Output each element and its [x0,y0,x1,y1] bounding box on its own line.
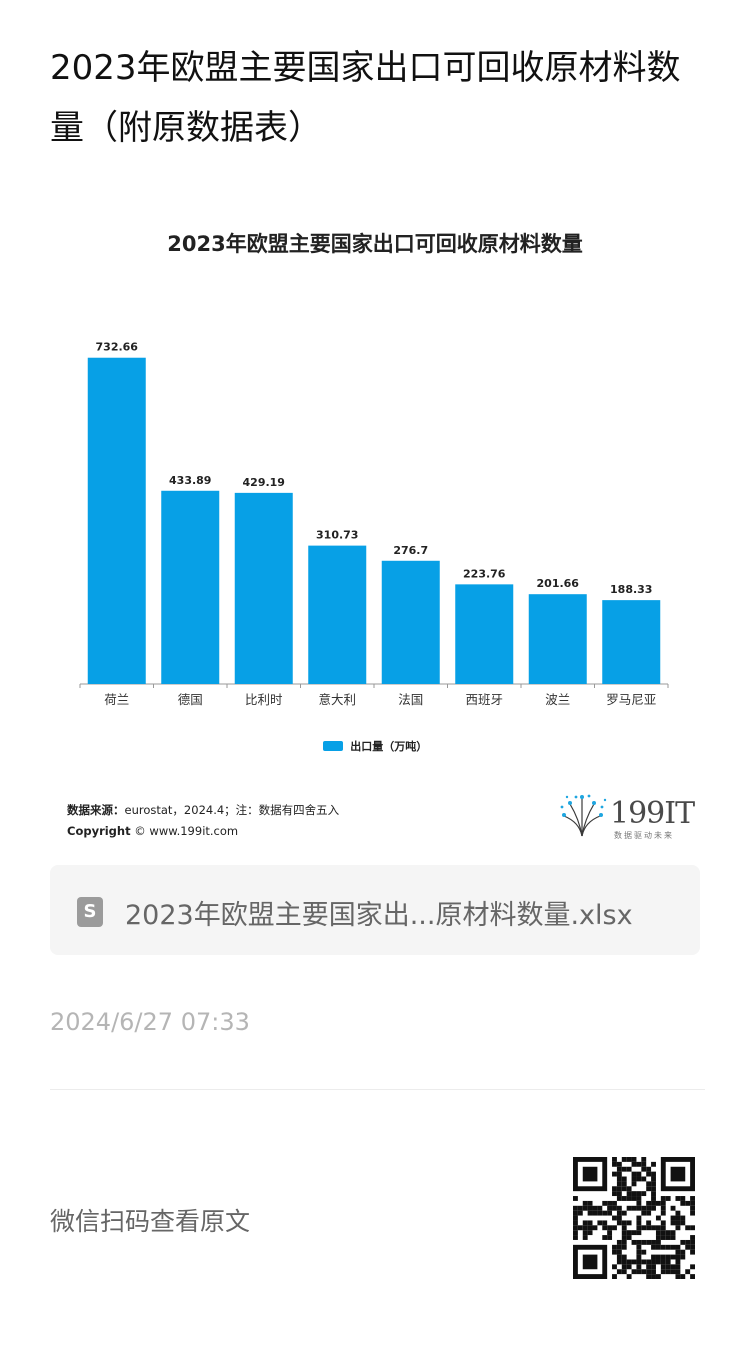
article-title: 2023年欧盟主要国家出口可回收原材料数量（附原数据表） [50,48,681,148]
spreadsheet-file-icon: S [77,897,103,927]
source-label: 数据来源： [67,803,125,817]
chart-legend: 出口量（万吨） [50,738,700,754]
copyright-text: © www.199it.com [134,824,239,838]
bar-data-label: 276.7 [393,544,428,557]
bar-5 [455,584,514,684]
x-tick-label: 意大利 [318,692,356,707]
attachment-file-card[interactable]: S 2023年欧盟主要国家出...原材料数量.xlsx [50,865,700,955]
logo-199it: 199IT 数据驱动未来 [558,792,698,842]
source-text: eurostat，2024.4；注：数据有四舍五入 [124,803,340,817]
x-tick-label: 法国 [398,692,423,707]
legend-label: 出口量（万吨） [350,740,428,753]
chart-card: 732.66 荷兰 433.89 德国 429.19 比利时 310.73 意大利 276.7 法… [50,210,700,850]
x-tick-label: 比利时 [245,692,283,707]
bar-data-label: 310.73 [316,529,358,542]
publish-timestamp: 2024/6/27 07:33 [50,1008,250,1036]
qr-code[interactable] [573,1157,695,1279]
bar-2 [234,492,293,684]
bar-0 [87,357,146,684]
x-tick-label: 西班牙 [465,692,503,707]
bar-6 [528,594,587,684]
attachment-file-name[interactable]: 2023年欧盟主要国家出...原材料数量.xlsx [125,900,633,931]
bar-data-label: 732.66 [96,341,139,354]
chart-title: 2023年欧盟主要国家出口可回收原材料数量 [167,232,583,256]
legend-swatch [322,741,343,751]
x-tick-label: 德国 [178,692,203,707]
x-tick-label: 荷兰 [104,692,129,707]
chart-source: 数据来源：eurostat，2024.4；注：数据有四舍五入 Copyright… [67,800,339,842]
bar-chart: 732.66 荷兰 433.89 德国 429.19 比利时 310.73 意大利 276.7 法… [79,341,669,707]
bar-data-label: 429.19 [243,476,285,489]
bar-data-label: 188.33 [610,583,652,596]
scan-prompt: 微信扫码查看原文 [50,1207,251,1236]
bar-7 [602,600,661,684]
x-tick-label: 罗马尼亚 [606,692,656,707]
copyright-label: Copyright [67,824,131,838]
bar-data-label: 433.89 [169,474,211,487]
logo-subtext: 数据驱动未来 [614,831,674,840]
bar-3 [308,545,367,684]
dandelion-logo-icon [560,794,607,837]
bar-data-label: 223.76 [463,567,506,580]
bar-4 [381,560,440,684]
bar-1 [161,490,220,684]
divider [50,1089,705,1090]
logo-text: 199IT [610,796,695,831]
bar-data-label: 201.66 [537,577,580,590]
x-tick-label: 波兰 [545,692,570,707]
